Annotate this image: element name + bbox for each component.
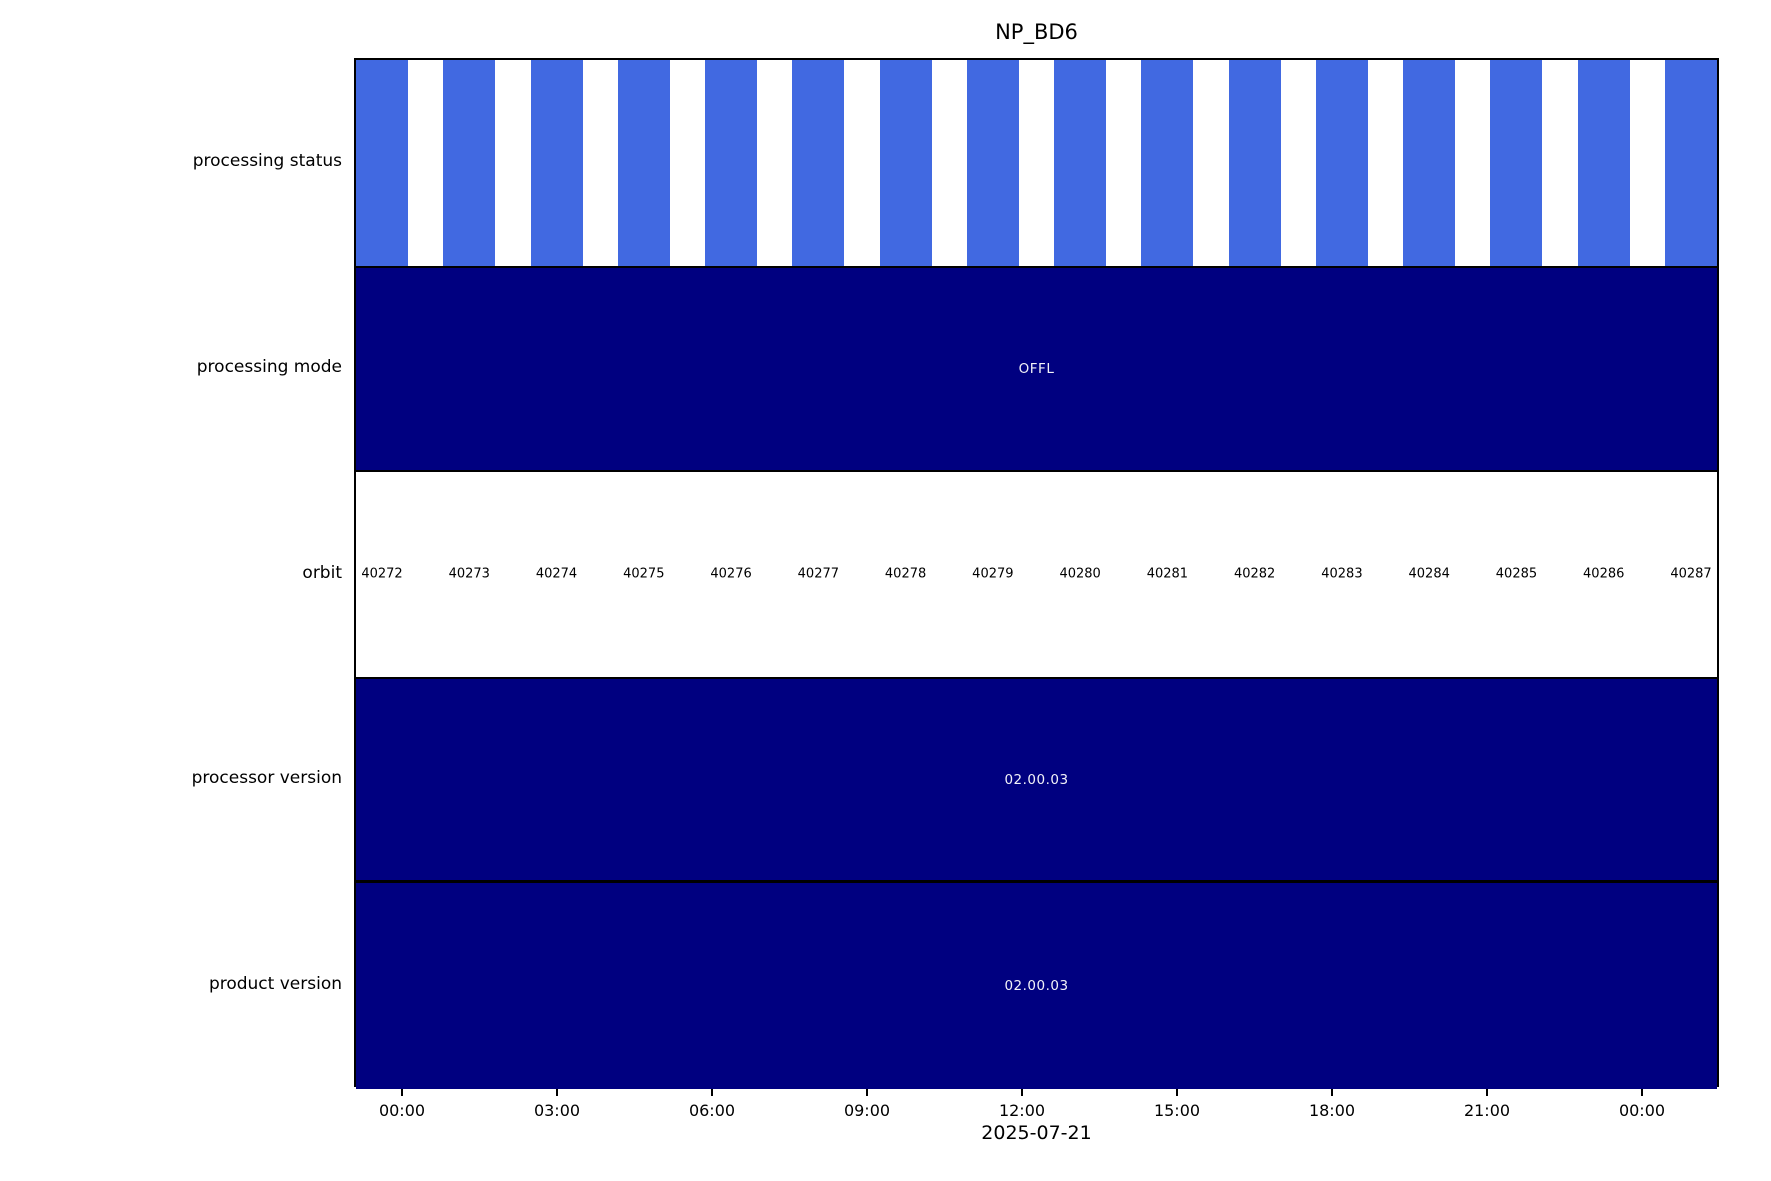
status-bar-orbit-40286: [1577, 60, 1630, 266]
plot-area: OFFL 40272 40273 40274 40275 40276 40277 40278…: [354, 58, 1719, 1089]
x-tick-mark: [1331, 1089, 1333, 1096]
orbit-number: 40273: [448, 566, 490, 582]
status-bar-orbit-40275: [617, 60, 670, 266]
status-bar-orbit-40277: [792, 60, 845, 266]
chart-title: NP_BD6: [995, 20, 1078, 44]
processor-version-value: 02.00.03: [1004, 771, 1069, 788]
status-bar-orbit-40282: [1228, 60, 1281, 266]
orbit-number: 40284: [1408, 566, 1450, 582]
orbit-number: 40275: [623, 566, 665, 582]
status-bar-orbit-40283: [1315, 60, 1368, 266]
row-label-product-version: product version: [208, 974, 342, 995]
orbit-number: 40282: [1233, 566, 1276, 582]
x-axis: 00:00 03:00 06:00 09:00 12:00 15:00 18:00 21:00…: [354, 1087, 1719, 1147]
row-label-orbit: orbit: [302, 562, 342, 583]
x-tick-label: 18:00: [1308, 1101, 1356, 1120]
x-tick-label: 12:00: [998, 1101, 1046, 1120]
product-version-value: 02.00.03: [1004, 978, 1069, 995]
orbit-number: 40276: [710, 566, 752, 582]
row-label-processing-status: processing status: [192, 150, 342, 171]
processing-mode-band: OFFL: [356, 265, 1717, 472]
orbit-number: 40283: [1321, 566, 1363, 582]
x-tick-label: 00:00: [1618, 1101, 1666, 1120]
status-bar-orbit-40272: [356, 60, 408, 266]
x-tick-mark: [1021, 1089, 1023, 1096]
x-tick-mark: [556, 1089, 558, 1096]
status-bar-orbit-40274: [530, 60, 583, 266]
orbit-number: 40285: [1495, 566, 1538, 582]
orbit-number: 40274: [535, 566, 578, 582]
status-bar-orbit-40276: [705, 60, 758, 266]
x-tick-label: 00:00: [378, 1101, 426, 1120]
x-tick-label: 06:00: [688, 1101, 736, 1120]
x-tick-mark: [1641, 1089, 1643, 1096]
row-label-processing-mode: processing mode: [196, 356, 342, 377]
orbit-number: 40272: [361, 566, 403, 582]
orbit-number: 40277: [797, 566, 840, 582]
processing-mode-value: OFFL: [1018, 360, 1055, 377]
processor-version-band: 02.00.03: [356, 677, 1717, 884]
status-bar-orbit-40280: [1054, 60, 1107, 266]
x-tick-label: 03:00: [533, 1101, 581, 1120]
status-bar-orbit-40284: [1403, 60, 1456, 266]
orbit-number: 40286: [1583, 566, 1625, 582]
x-tick-mark: [866, 1089, 868, 1096]
row-labels: processing status processing mode orbit …: [0, 58, 348, 1087]
status-bar-orbit-40285: [1490, 60, 1543, 266]
x-tick-mark: [1486, 1089, 1488, 1096]
status-bar-orbit-40281: [1141, 60, 1194, 266]
processing-status-row: [356, 60, 1717, 266]
orbit-number: 40280: [1059, 566, 1101, 582]
product-version-band: 02.00.03: [356, 883, 1717, 1089]
orbit-number: 40287: [1670, 566, 1712, 582]
x-tick-label: 09:00: [843, 1101, 891, 1120]
orbit-number: 40281: [1146, 566, 1189, 582]
orbit-row: 40272 40273 40274 40275 40276 40277 40278 40279…: [356, 471, 1717, 678]
status-bar-orbit-40278: [879, 60, 932, 266]
x-tick-mark: [401, 1089, 403, 1096]
status-bar-orbit-40273: [443, 60, 496, 266]
x-axis-label: 2025-07-21: [981, 1122, 1092, 1144]
x-tick-label: 15:00: [1153, 1101, 1201, 1120]
status-bar-orbit-40287: [1665, 60, 1717, 266]
orbit-number: 40278: [884, 566, 927, 582]
x-tick-mark: [711, 1089, 713, 1096]
status-bar-orbit-40279: [966, 60, 1019, 266]
row-label-processor-version: processor version: [191, 768, 342, 789]
x-tick-label: 21:00: [1463, 1101, 1511, 1120]
orbit-number: 40279: [972, 566, 1014, 582]
x-tick-mark: [1176, 1089, 1178, 1096]
